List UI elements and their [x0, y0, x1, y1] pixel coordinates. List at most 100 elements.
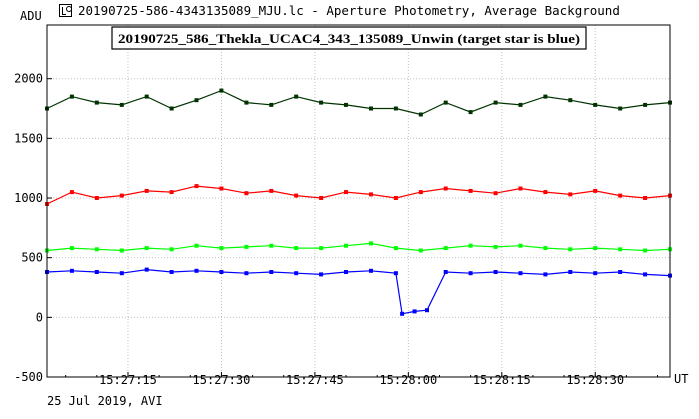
data-point [144, 188, 149, 193]
data-point [593, 188, 598, 193]
data-point [69, 246, 74, 251]
data-point [269, 188, 274, 193]
data-point [319, 246, 324, 251]
data-point [269, 102, 274, 107]
data-point [443, 186, 448, 191]
data-point [400, 311, 405, 316]
data-point [319, 100, 324, 105]
data-point [593, 271, 598, 276]
data-point [618, 247, 623, 252]
data-point [369, 192, 373, 197]
data-point [344, 243, 348, 248]
data-point [518, 271, 523, 276]
data-point [393, 106, 398, 111]
data-point [493, 270, 498, 274]
data-point [493, 100, 498, 105]
y-tick-label: 1000 [14, 191, 43, 205]
data-point [244, 271, 249, 276]
data-point [294, 246, 299, 251]
data-point [412, 309, 417, 314]
data-point [369, 268, 373, 273]
data-point [393, 196, 398, 200]
series-1 [45, 184, 672, 206]
data-point [468, 243, 473, 248]
y-tick-label: 0 [36, 310, 43, 324]
y-tick-label: 500 [21, 251, 43, 265]
data-point [119, 248, 124, 253]
series-line [46, 185, 671, 205]
data-point [643, 248, 648, 253]
chart-series [45, 88, 672, 316]
data-point [194, 98, 199, 103]
data-point [418, 112, 423, 117]
data-point [468, 110, 473, 115]
data-point [344, 190, 348, 195]
data-point [568, 98, 573, 103]
plot-frame [46, 24, 671, 378]
chart-grid [47, 25, 670, 378]
data-point [169, 106, 174, 111]
data-point [593, 246, 598, 251]
data-point [643, 102, 648, 107]
y-axis-label: ADU [20, 9, 42, 23]
data-point [319, 272, 324, 277]
data-point [493, 244, 498, 249]
data-point [119, 102, 124, 107]
data-point [144, 246, 149, 251]
data-point [468, 271, 473, 276]
data-point [468, 188, 473, 193]
data-point [294, 271, 299, 276]
data-point [618, 193, 623, 198]
series-2 [45, 241, 672, 253]
chart-title: 20190725_586_Thekla_UCAC4_343_135089_Unw… [118, 31, 580, 46]
data-point [543, 272, 548, 277]
data-point [568, 192, 573, 197]
data-point [543, 94, 548, 99]
data-point [244, 100, 249, 105]
data-point [69, 268, 74, 273]
window-title-bar: 20190725-586-4343135089_MJU.lc - Apertur… [0, 0, 699, 22]
data-point [294, 94, 299, 99]
data-point [194, 184, 199, 189]
data-point [219, 246, 224, 251]
data-point [418, 248, 423, 253]
data-point [443, 246, 448, 251]
data-point [344, 102, 348, 107]
series-line [46, 242, 671, 252]
chart-axes: 15:27:15 15:27:30 15:27:45 15:28:00 15:28:15… [14, 24, 671, 387]
data-point [568, 247, 573, 252]
data-point [69, 190, 74, 195]
x-axis-label: UT [674, 372, 688, 386]
series-line [46, 268, 671, 315]
data-point [443, 100, 448, 105]
data-point [144, 94, 149, 99]
data-point [169, 247, 174, 252]
data-point [344, 270, 348, 274]
data-point [369, 241, 373, 246]
data-point [269, 243, 274, 248]
data-point [94, 196, 99, 200]
data-point [244, 191, 249, 196]
data-point [643, 196, 648, 200]
data-point [543, 246, 548, 251]
data-point [119, 193, 124, 198]
series-3 [45, 267, 672, 316]
chart-title-box: 20190725_586_Thekla_UCAC4_343_135089_Unw… [111, 26, 587, 50]
data-point [643, 272, 648, 277]
data-point [169, 270, 174, 274]
photometry-app-icon[interactable] [59, 4, 72, 17]
data-point [194, 243, 199, 248]
y-tick-label: 1500 [14, 131, 43, 145]
series-0 [45, 88, 672, 117]
data-point [219, 186, 224, 191]
data-point [618, 106, 623, 111]
data-point [269, 270, 274, 274]
data-point [518, 186, 523, 191]
series-line [46, 89, 671, 116]
data-point [493, 191, 498, 196]
data-point [618, 270, 623, 274]
data-point [425, 308, 429, 313]
data-point [294, 193, 299, 198]
data-point [219, 88, 224, 93]
